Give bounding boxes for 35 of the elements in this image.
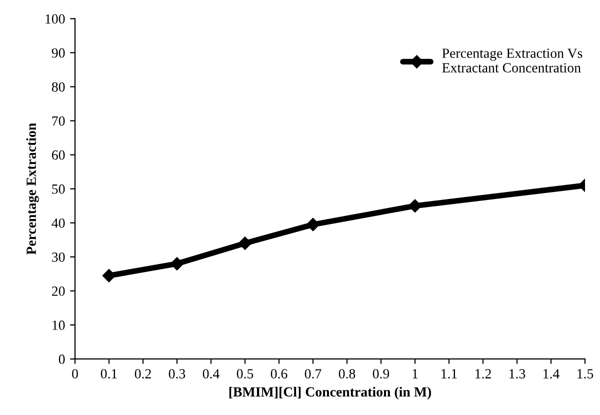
x-tick-label: 1.3 <box>510 369 526 379</box>
x-tick-label: 0.8 <box>338 369 356 379</box>
y-tick-label: 100 <box>46 14 65 24</box>
x-tick-label: 0.7 <box>304 369 322 379</box>
x-tick-label: 1.1 <box>442 369 457 379</box>
x-tick-label: 0 <box>72 369 78 378</box>
legend-label: Percentage Extraction Vs Extractant Concentration <box>442 48 582 72</box>
x-tick-label: 1.5 <box>578 369 594 379</box>
x-tick-label: 0.2 <box>134 369 151 379</box>
y-tick-label: 50 <box>52 184 65 194</box>
y-tick-label: 30 <box>52 252 65 262</box>
x-tick-label: 0.3 <box>168 369 186 379</box>
y-tick-label: 10 <box>52 320 65 330</box>
x-axis-title: [BMIM][Cl] Concentration (in M) <box>229 386 432 400</box>
y-tick-label: 70 <box>52 116 65 126</box>
x-tick-label: 0.4 <box>202 369 220 379</box>
point <box>238 236 252 250</box>
point <box>306 218 320 232</box>
y-axis-title: Percentage Extraction <box>26 123 39 255</box>
x-tick-label: 0.5 <box>236 369 254 379</box>
y-tick-label: 40 <box>52 218 65 228</box>
y-tick-label: 80 <box>52 82 65 92</box>
y-tick-label: 90 <box>52 48 65 58</box>
point <box>102 269 116 282</box>
point <box>170 257 184 270</box>
x-tick-label: 0.9 <box>372 369 390 379</box>
x-tick-label: 0.6 <box>270 369 288 379</box>
y-tick-label: 20 <box>52 286 65 296</box>
x-tick-label: 1.2 <box>476 369 491 379</box>
y-tick-label: 60 <box>52 150 65 160</box>
point <box>408 199 422 212</box>
x-tick-label: 1.4 <box>544 369 560 379</box>
x-tick-label: 0.1 <box>100 369 117 379</box>
y-tick-label: 0 <box>58 354 65 364</box>
x-tick-label: 1 <box>412 369 418 378</box>
